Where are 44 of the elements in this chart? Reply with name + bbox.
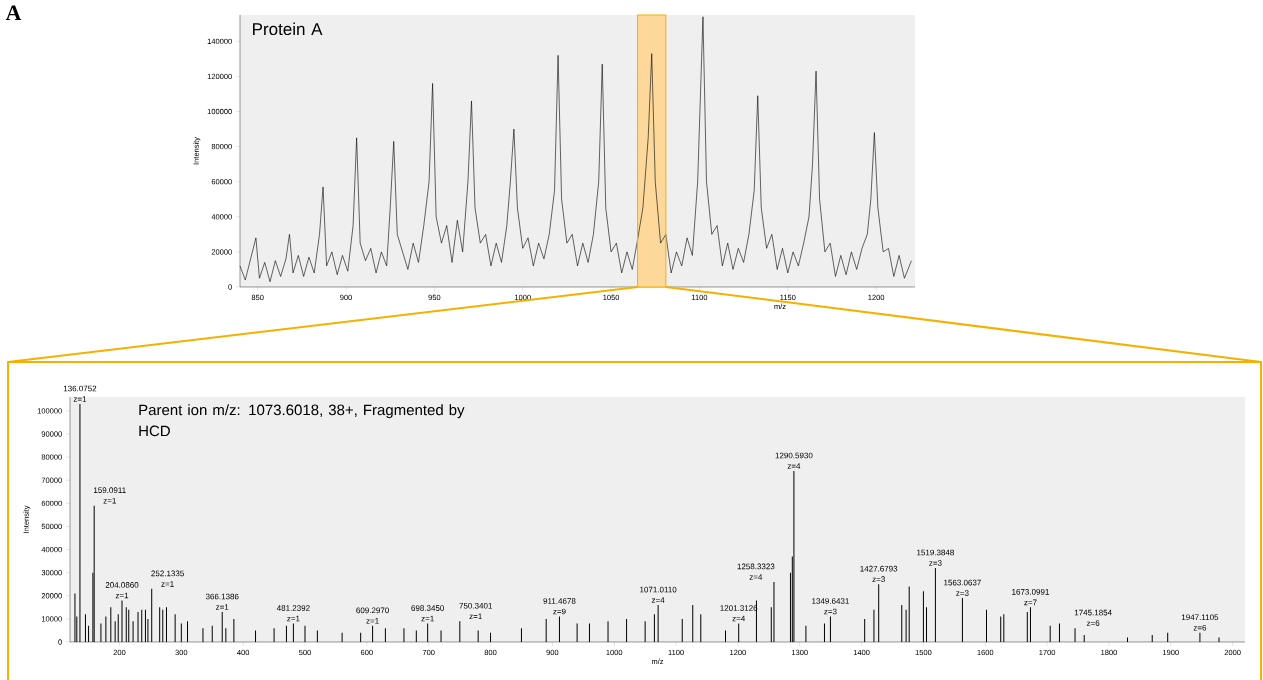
text: A <box>5 5 22 21</box>
text: Parent ion m/z: 1073.6018, 38+, Fragmented by HCD <box>139 404 465 437</box>
annotation: 1563.0637 <box>944 579 981 586</box>
chart-title: Protein A <box>253 22 323 36</box>
annotation: 1349.6431 <box>812 598 849 604</box>
annotation: z=1 <box>115 592 129 599</box>
annotation: z=4 <box>787 463 801 469</box>
annotation: z=6 <box>1086 620 1100 626</box>
annotation: 698.3450 <box>411 605 445 611</box>
annotation: z=4 <box>732 615 746 622</box>
annotation: z=9 <box>553 608 566 615</box>
annotation: z=1 <box>469 613 482 619</box>
annotation: 750.3401 <box>459 602 492 609</box>
annotation: z=3 <box>929 560 942 566</box>
annotation: z=1 <box>215 604 229 610</box>
annotation: z=3 <box>872 576 885 583</box>
annotation: 1427.6793 <box>860 565 898 572</box>
annotation: 911.4678 <box>543 598 576 604</box>
annotation: 1947.1105 <box>1181 614 1219 621</box>
annotation: 481.2392 <box>276 605 310 611</box>
annotation: 609.2970 <box>356 607 389 614</box>
annotation: 1519.3848 <box>917 549 954 556</box>
annotation: z=6 <box>1193 624 1207 631</box>
annotation: z=1 <box>103 497 116 504</box>
annotation: 136.0752 <box>63 385 97 392</box>
annotation: z=4 <box>651 597 665 603</box>
annotation: 252.1335 <box>151 570 184 577</box>
annotation: z=1 <box>161 581 174 587</box>
annotation: z=1 <box>366 618 379 624</box>
annotation: z=7 <box>1024 599 1037 606</box>
annotation: z=1 <box>287 615 300 622</box>
annotation: z=1 <box>73 396 87 402</box>
annotation: z=3 <box>824 608 837 615</box>
annotation: z=3 <box>956 590 969 596</box>
annotation: 366.1386 <box>205 593 239 600</box>
annotation: 1258.3323 <box>737 563 775 570</box>
annotation: z=4 <box>749 574 763 580</box>
annotation: 159.0911 <box>93 487 126 494</box>
annotation: z=1 <box>421 615 434 622</box>
annotation: 1673.0991 <box>1012 589 1049 595</box>
annotation: 1745.1854 <box>1074 609 1112 616</box>
annotation: 1290.5930 <box>775 452 813 459</box>
annotation: 1071.0110 <box>640 586 677 593</box>
annotation: 204.0860 <box>105 582 139 588</box>
